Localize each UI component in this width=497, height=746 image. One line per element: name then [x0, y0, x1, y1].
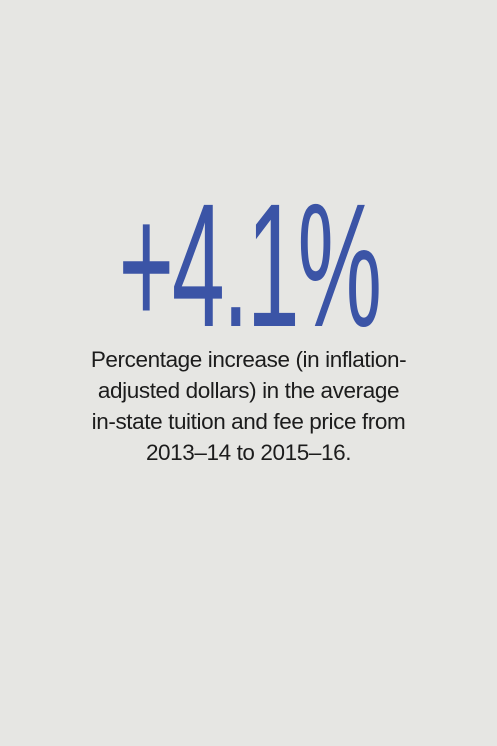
caption-line: in-state tuition and fee price from [91, 409, 406, 434]
caption-line: 2013–14 to 2015–16. [145, 440, 352, 465]
statistic-caption: Percentage increase (in inflation- adjus… [40, 344, 457, 468]
big-statistic: +4.1% [118, 168, 382, 364]
caption-line: adjusted dollars) in the average [97, 378, 400, 403]
caption-line: Percentage increase (in inflation- [90, 347, 407, 372]
